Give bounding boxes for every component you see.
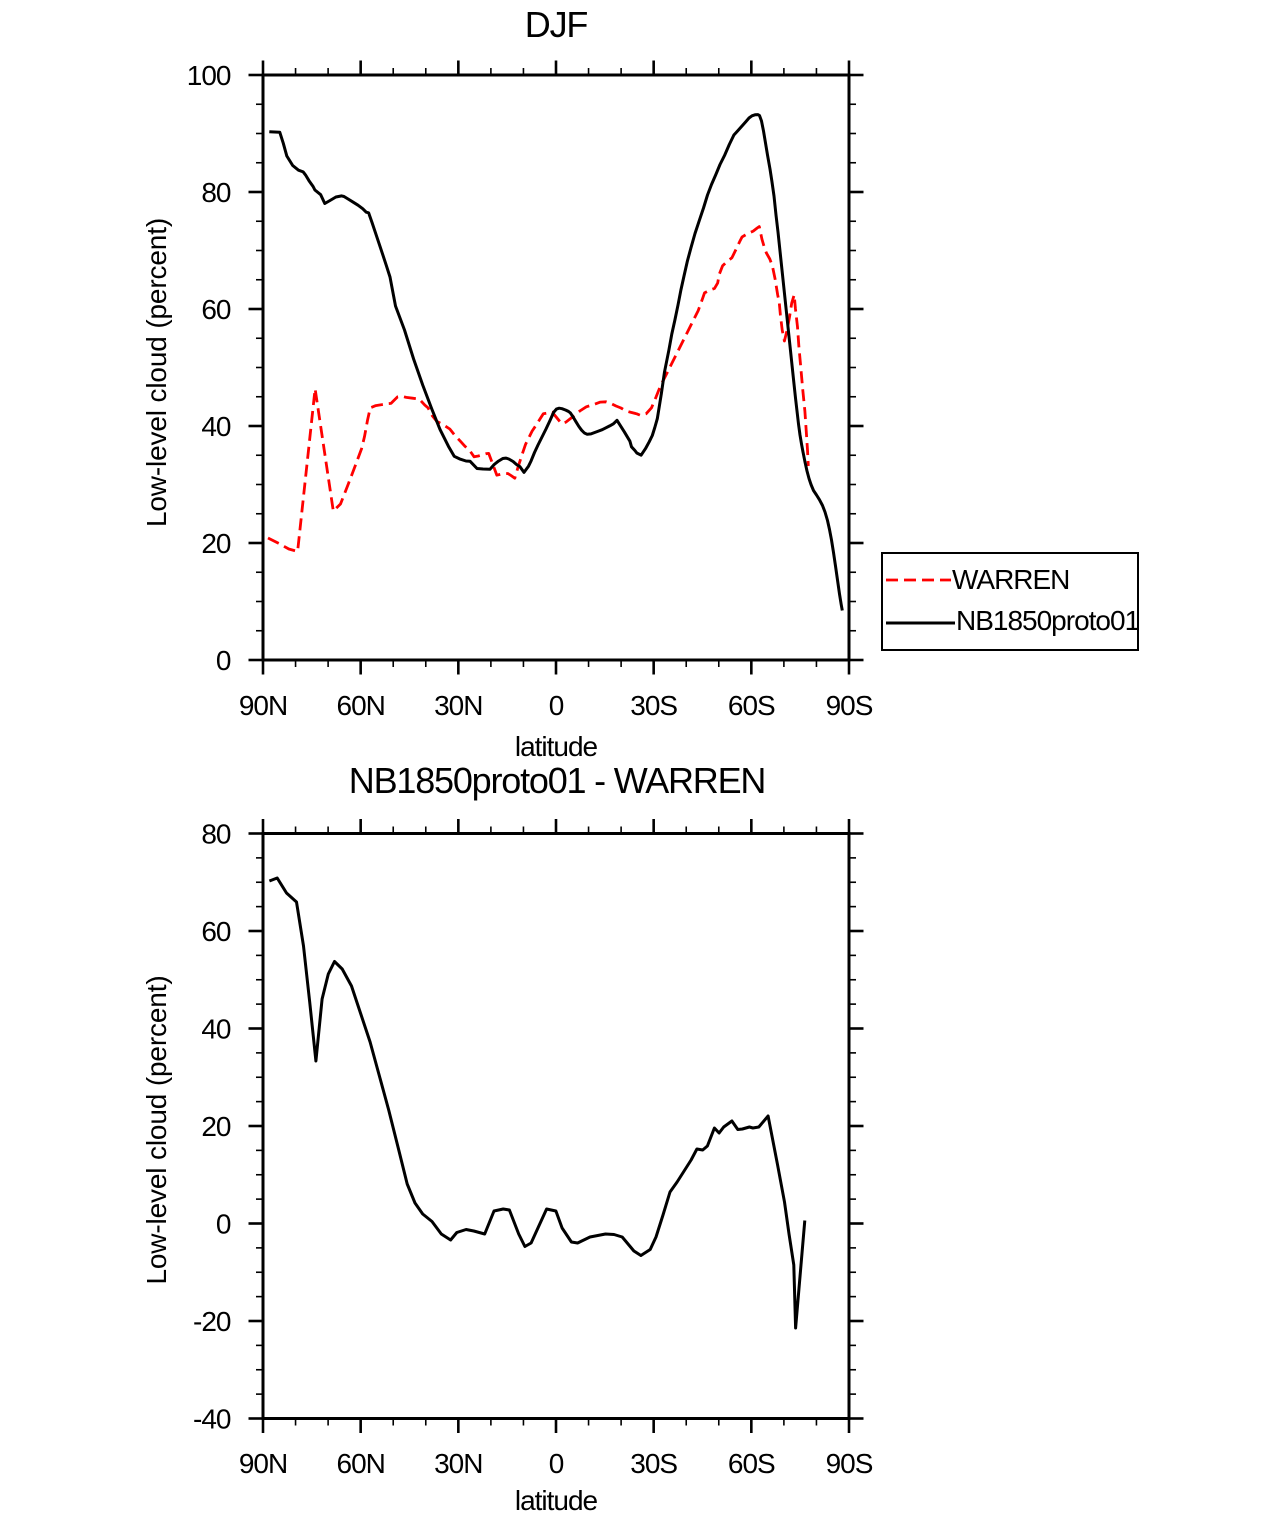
svg-text:80: 80	[201, 177, 231, 208]
svg-text:90N: 90N	[239, 690, 287, 721]
svg-text:0: 0	[216, 645, 231, 676]
svg-text:NB1850proto01: NB1850proto01	[956, 605, 1140, 636]
svg-text:30S: 30S	[630, 690, 677, 721]
svg-text:90S: 90S	[826, 1448, 873, 1479]
svg-text:90S: 90S	[826, 690, 873, 721]
svg-text:30N: 30N	[434, 1448, 482, 1479]
svg-text:Low-level cloud (percent): Low-level cloud (percent)	[141, 975, 172, 1284]
svg-text:30N: 30N	[434, 690, 482, 721]
svg-text:-40: -40	[193, 1404, 231, 1435]
svg-text:60: 60	[201, 294, 231, 325]
svg-text:Low-level cloud (percent): Low-level cloud (percent)	[141, 218, 172, 527]
svg-text:NB1850proto01 - WARREN: NB1850proto01 - WARREN	[349, 760, 765, 801]
svg-text:-20: -20	[193, 1306, 231, 1337]
svg-text:60N: 60N	[337, 1448, 385, 1479]
svg-text:WARREN: WARREN	[952, 564, 1069, 595]
svg-text:0: 0	[549, 1448, 564, 1479]
svg-text:20: 20	[201, 528, 231, 559]
svg-text:90N: 90N	[239, 1448, 287, 1479]
svg-text:30S: 30S	[630, 1448, 677, 1479]
svg-text:0: 0	[216, 1209, 231, 1240]
svg-text:latitude: latitude	[515, 731, 598, 762]
svg-text:20: 20	[201, 1111, 231, 1142]
svg-text:60S: 60S	[728, 690, 775, 721]
svg-text:100: 100	[187, 60, 231, 91]
svg-text:80: 80	[201, 819, 231, 850]
svg-text:60S: 60S	[728, 1448, 775, 1479]
svg-text:0: 0	[549, 690, 564, 721]
svg-text:latitude: latitude	[515, 1485, 598, 1516]
svg-text:60N: 60N	[337, 690, 385, 721]
svg-text:60: 60	[201, 916, 231, 947]
svg-text:40: 40	[201, 411, 231, 442]
svg-text:DJF: DJF	[525, 4, 588, 45]
svg-text:40: 40	[201, 1014, 231, 1045]
